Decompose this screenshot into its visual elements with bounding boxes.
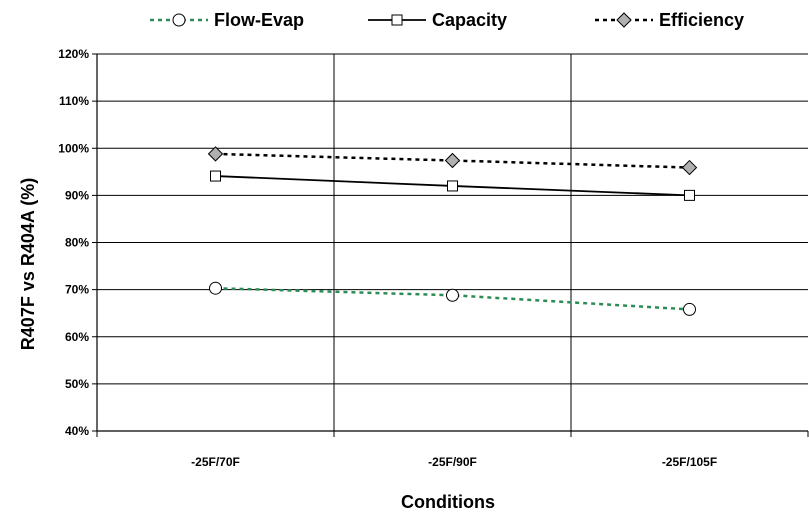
x-tick-label: -25F/90F <box>428 455 477 469</box>
data-point-efficiency <box>444 152 461 169</box>
y-axis-title: R407F vs R404A (%) <box>18 178 38 350</box>
legend-item-flow-evap: Flow-Evap <box>150 10 304 30</box>
series-efficiency <box>207 146 698 176</box>
series-line-flow-evap <box>215 286 690 311</box>
y-tick-label: 110% <box>59 94 89 108</box>
data-point-capacity <box>210 170 221 182</box>
series-flow-evap <box>209 281 696 316</box>
y-axis-ticks: 40% 50% 60% 70% 80% 90% 100% 110% 120% <box>58 47 97 438</box>
legend-item-efficiency: Efficiency <box>595 10 744 30</box>
legend-marker-capacity <box>391 14 403 26</box>
y-tick-label: 90% <box>65 188 89 202</box>
x-axis-ticks: -25F/70F -25F/90F -25F/105F <box>96 431 809 469</box>
series-capacity <box>210 170 695 201</box>
y-tick-label: 50% <box>65 377 89 391</box>
x-tick-label: -25F/105F <box>662 455 717 469</box>
plot-area <box>96 53 808 432</box>
series-line-efficiency <box>215 152 690 169</box>
x-axis-title: Conditions <box>401 492 495 512</box>
legend-label-flow-evap: Flow-Evap <box>214 10 304 30</box>
x-tick-label: -25F/70F <box>191 455 240 469</box>
y-tick-label: 80% <box>65 236 89 250</box>
data-point-capacity <box>447 180 458 192</box>
data-point-efficiency <box>207 146 224 162</box>
data-point-flow-evap <box>446 288 459 302</box>
y-tick-label: 120% <box>58 47 89 61</box>
legend-label-capacity: Capacity <box>432 10 507 30</box>
legend-item-capacity: Capacity <box>368 10 507 30</box>
data-point-efficiency <box>681 159 698 176</box>
data-point-flow-evap <box>209 281 222 295</box>
data-point-flow-evap <box>683 302 696 316</box>
y-tick-label: 70% <box>65 283 89 297</box>
y-tick-label: 40% <box>65 424 89 438</box>
legend-marker-flow-evap <box>172 13 186 27</box>
legend-marker-efficiency <box>616 12 632 28</box>
legend: Flow-Evap Capacity Efficiency <box>150 10 744 30</box>
y-tick-label: 60% <box>65 330 89 344</box>
y-tick-label: 100% <box>58 141 89 155</box>
data-point-capacity <box>684 189 695 201</box>
legend-label-efficiency: Efficiency <box>659 10 744 30</box>
